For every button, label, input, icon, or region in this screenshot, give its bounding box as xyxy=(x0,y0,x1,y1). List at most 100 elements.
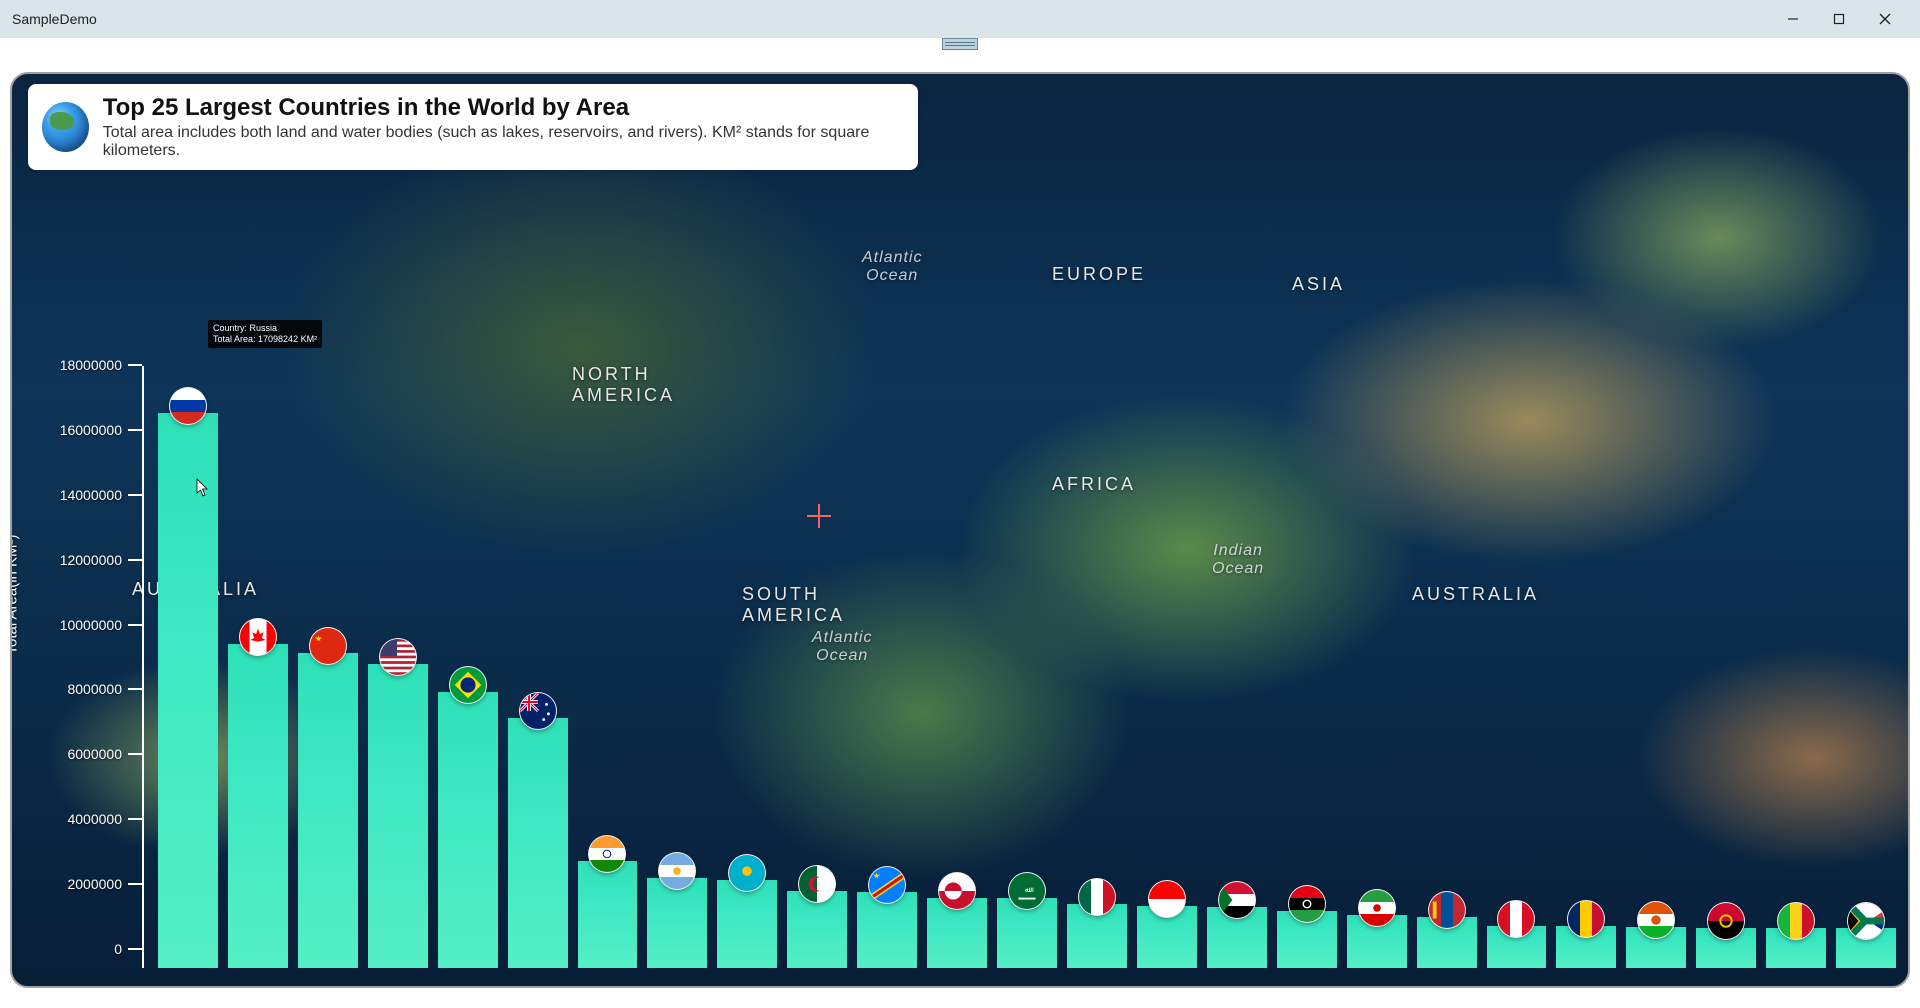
flag-icon-cd xyxy=(868,866,906,904)
maximize-button[interactable] xyxy=(1816,0,1862,38)
flag-icon-pe xyxy=(1497,900,1535,938)
y-tick: 16000000 xyxy=(60,422,142,438)
y-tick: 4000000 xyxy=(67,811,142,827)
bar-sd[interactable] xyxy=(1207,907,1267,968)
bar-mn[interactable] xyxy=(1417,917,1477,968)
bar-us[interactable] xyxy=(368,664,428,968)
bar-ir[interactable] xyxy=(1347,915,1407,968)
bar-chart: Total Area(in KM²) 020000004000000600000… xyxy=(12,366,1908,986)
flag-icon-za xyxy=(1847,902,1885,940)
y-tick-label: 12000000 xyxy=(60,552,122,568)
bar-gl[interactable] xyxy=(927,898,987,968)
y-tick-mark xyxy=(128,688,142,690)
y-tick-label: 2000000 xyxy=(67,876,122,892)
y-tick: 0 xyxy=(114,941,142,957)
y-tick-label: 18000000 xyxy=(60,357,122,373)
bar-in[interactable] xyxy=(578,861,638,968)
chart-subtitle: Total area includes both land and water … xyxy=(103,124,896,160)
y-tick-mark xyxy=(128,883,142,885)
bar-pe[interactable] xyxy=(1487,926,1547,968)
minimize-button[interactable] xyxy=(1770,0,1816,38)
flag-icon-sd xyxy=(1218,881,1256,919)
y-tick-mark xyxy=(128,559,142,561)
panel-grip[interactable] xyxy=(942,38,978,50)
bar-id[interactable] xyxy=(1137,906,1197,968)
tooltip-line2: Total Area: 17098242 KM² xyxy=(213,334,317,345)
bar-td[interactable] xyxy=(1556,926,1616,968)
y-tick-mark xyxy=(128,948,142,950)
flag-icon-sa: ﷲ xyxy=(1008,872,1046,910)
y-tick: 14000000 xyxy=(60,487,142,503)
y-axis-line xyxy=(142,366,144,968)
bar-za[interactable] xyxy=(1836,928,1896,968)
bar-ru[interactable] xyxy=(158,413,218,968)
flag-icon-br xyxy=(449,666,487,704)
map-region-label: EUROPE xyxy=(1052,264,1146,285)
flag-icon-mx xyxy=(1078,878,1116,916)
toolbar-gap xyxy=(0,38,1920,62)
bar-ca[interactable] xyxy=(228,644,288,968)
flag-icon-ml xyxy=(1777,902,1815,940)
globe-icon xyxy=(42,102,89,152)
y-tick-mark xyxy=(128,818,142,820)
bar-dz[interactable] xyxy=(787,891,847,968)
flag-icon-kz xyxy=(728,854,766,892)
y-tick-mark xyxy=(128,429,142,431)
bar-ly[interactable] xyxy=(1277,911,1337,968)
close-button[interactable] xyxy=(1862,0,1908,38)
flag-icon-us xyxy=(379,638,417,676)
bar-rect xyxy=(717,880,777,968)
bar-tooltip: Country: Russia Total Area: 17098242 KM² xyxy=(208,320,322,348)
flag-icon-au xyxy=(519,692,557,730)
y-tick-label: 4000000 xyxy=(67,811,122,827)
bar-cd[interactable] xyxy=(857,892,917,968)
bar-ar[interactable] xyxy=(647,878,707,968)
bar-mx[interactable] xyxy=(1067,904,1127,968)
bar-ml[interactable] xyxy=(1766,928,1826,968)
y-tick-mark xyxy=(128,624,142,626)
bar-kz[interactable] xyxy=(717,880,777,968)
flag-icon-gl xyxy=(938,872,976,910)
y-tick-label: 10000000 xyxy=(60,617,122,633)
bar-rect xyxy=(647,878,707,968)
y-tick-label: 6000000 xyxy=(67,746,122,762)
bar-br[interactable] xyxy=(438,692,498,968)
bar-rect xyxy=(228,644,288,968)
chart-title: Top 25 Largest Countries in the World by… xyxy=(103,94,896,122)
flag-icon-ru xyxy=(169,387,207,425)
map-chart-panel: NORTHAMERICAEUROPEASIAAFRICASOUTHAMERICA… xyxy=(10,72,1910,988)
flag-icon-td xyxy=(1567,900,1605,938)
y-tick: 6000000 xyxy=(67,746,142,762)
content-area: NORTHAMERICAEUROPEASIAAFRICASOUTHAMERICA… xyxy=(0,62,1920,1008)
titlebar[interactable]: SampleDemo xyxy=(0,0,1920,38)
flag-icon-ly xyxy=(1288,885,1326,923)
y-tick: 8000000 xyxy=(67,681,142,697)
y-tick-label: 0 xyxy=(114,941,122,957)
y-tick-mark xyxy=(128,753,142,755)
flag-icon-mn xyxy=(1428,891,1466,929)
y-tick: 2000000 xyxy=(67,876,142,892)
flag-icon-ar xyxy=(658,852,696,890)
bar-rect xyxy=(158,413,218,968)
app-window: SampleDemo NORTHAMERICAEUROPEASIAAFRICAS… xyxy=(0,0,1920,1008)
close-icon xyxy=(1879,13,1891,25)
title-card: Top 25 Largest Countries in the World by… xyxy=(28,84,918,170)
flag-icon-ca xyxy=(239,618,277,656)
bar-ao[interactable] xyxy=(1696,928,1756,968)
bar-rect xyxy=(368,664,428,968)
bar-ne[interactable] xyxy=(1626,927,1686,968)
bar-sa[interactable]: ﷲ xyxy=(997,898,1057,968)
bars-container: ﷲ xyxy=(158,384,1896,968)
flag-icon-dz xyxy=(798,865,836,903)
window-title: SampleDemo xyxy=(12,11,97,27)
bar-au[interactable] xyxy=(508,718,568,968)
y-tick-label: 8000000 xyxy=(67,681,122,697)
y-tick-mark xyxy=(128,494,142,496)
y-tick: 10000000 xyxy=(60,617,142,633)
flag-icon-id xyxy=(1148,880,1186,918)
tooltip-line1: Country: Russia xyxy=(213,323,317,334)
y-axis: Total Area(in KM²) 020000004000000600000… xyxy=(22,366,142,968)
y-tick-label: 16000000 xyxy=(60,422,122,438)
bar-cn[interactable] xyxy=(298,653,358,968)
minimize-icon xyxy=(1787,13,1799,25)
